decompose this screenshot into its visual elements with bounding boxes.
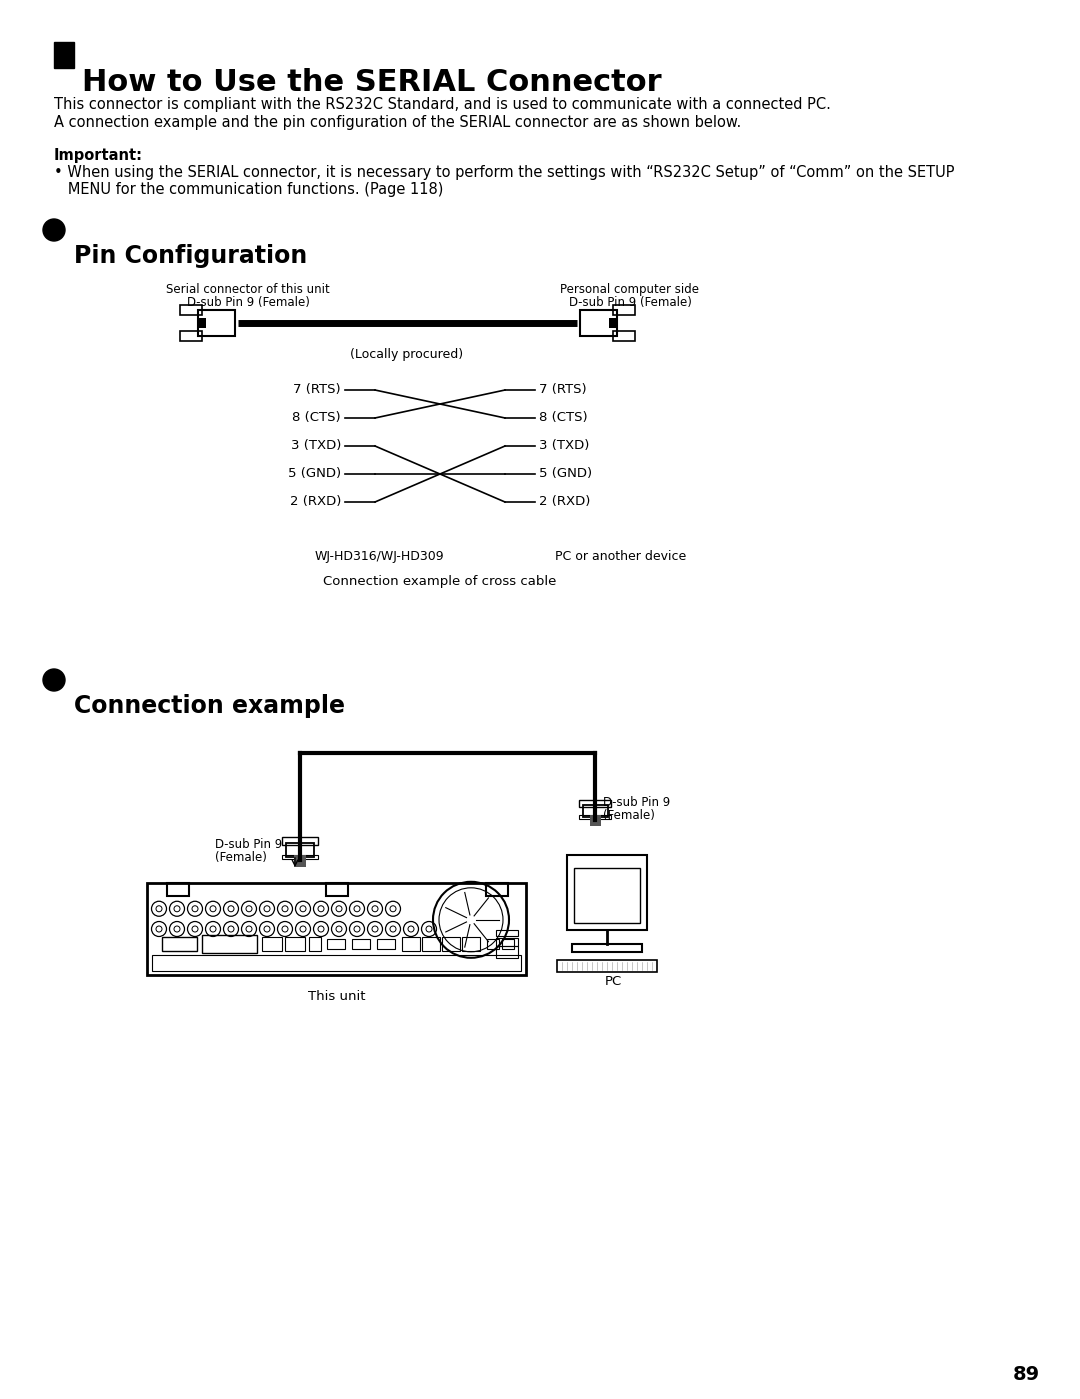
Bar — [613, 332, 635, 341]
Text: PC or another device: PC or another device — [555, 550, 686, 562]
Text: Connection example: Connection example — [75, 694, 345, 718]
Text: • When using the SERIAL connector, it is necessary to perform the settings with : • When using the SERIAL connector, it is… — [54, 165, 955, 180]
Text: Personal computer side: Personal computer side — [561, 283, 700, 297]
Bar — [502, 939, 514, 949]
Bar — [442, 937, 460, 951]
Text: A connection example and the pin configuration of the SERIAL connector are as sh: A connection example and the pin configu… — [54, 115, 741, 130]
Text: D-sub Pin 9: D-sub Pin 9 — [603, 796, 671, 809]
Text: (Female): (Female) — [603, 809, 654, 823]
Text: 8 (CTS): 8 (CTS) — [539, 411, 588, 424]
Text: D-sub Pin 9 (Female): D-sub Pin 9 (Female) — [568, 297, 691, 309]
Bar — [162, 937, 197, 951]
Text: 3 (TXD): 3 (TXD) — [291, 439, 341, 452]
Bar — [609, 318, 617, 327]
Bar — [573, 867, 640, 923]
Bar — [583, 804, 608, 817]
Bar — [202, 935, 257, 953]
Bar — [590, 816, 600, 825]
Bar — [496, 937, 518, 946]
Text: This unit: This unit — [308, 990, 366, 1003]
Text: 8 (CTS): 8 (CTS) — [293, 411, 341, 424]
Text: Serial connector of this unit: Serial connector of this unit — [166, 283, 329, 297]
Text: Important:: Important: — [54, 148, 143, 164]
Text: 2 (RXD): 2 (RXD) — [539, 495, 591, 508]
Bar — [326, 883, 348, 895]
Bar — [282, 855, 318, 859]
Bar — [309, 937, 321, 951]
Text: 5 (GND): 5 (GND) — [539, 467, 592, 480]
Text: 2 (RXD): 2 (RXD) — [289, 495, 341, 508]
Bar — [180, 305, 202, 315]
Text: This connector is compliant with the RS232C Standard, and is used to communicate: This connector is compliant with the RS2… — [54, 97, 831, 112]
Bar — [567, 855, 647, 930]
Bar — [462, 937, 480, 951]
Bar — [496, 947, 518, 958]
Bar — [285, 937, 305, 951]
Text: (Locally procured): (Locally procured) — [350, 348, 463, 361]
Text: 5 (GND): 5 (GND) — [288, 467, 341, 480]
Bar — [613, 305, 635, 315]
Text: D-sub Pin 9: D-sub Pin 9 — [215, 838, 282, 851]
Circle shape — [43, 220, 65, 241]
Bar — [198, 318, 206, 327]
Bar — [402, 937, 420, 951]
Bar — [286, 844, 314, 858]
Bar — [262, 937, 282, 951]
Bar — [487, 939, 499, 949]
Bar — [377, 939, 395, 949]
Text: 3 (TXD): 3 (TXD) — [539, 439, 590, 452]
Bar — [352, 939, 370, 949]
Bar — [327, 939, 345, 949]
Text: How to Use the SERIAL Connector: How to Use the SERIAL Connector — [82, 69, 662, 97]
Bar — [579, 816, 611, 818]
Bar — [180, 332, 202, 341]
Text: D-sub Pin 9 (Female): D-sub Pin 9 (Female) — [187, 297, 310, 309]
Text: WJ-HD316/WJ-HD309: WJ-HD316/WJ-HD309 — [315, 550, 445, 562]
Text: PC: PC — [605, 975, 622, 988]
Text: Pin Configuration: Pin Configuration — [75, 243, 307, 269]
Text: 89: 89 — [1013, 1365, 1040, 1384]
Bar — [422, 937, 440, 951]
Bar — [486, 883, 508, 895]
Bar — [294, 855, 306, 867]
Bar — [167, 883, 189, 895]
Bar — [496, 930, 518, 936]
Text: (Female): (Female) — [215, 851, 267, 865]
Bar — [282, 837, 318, 845]
Bar — [579, 800, 611, 807]
Bar — [152, 954, 521, 971]
Text: 7 (RTS): 7 (RTS) — [539, 383, 586, 396]
Text: 7 (RTS): 7 (RTS) — [294, 383, 341, 396]
Bar — [557, 960, 657, 972]
Text: Connection example of cross cable: Connection example of cross cable — [323, 575, 556, 588]
Circle shape — [43, 669, 65, 691]
Bar — [147, 883, 526, 975]
Bar — [572, 944, 642, 951]
Bar — [54, 42, 75, 69]
Text: MENU for the communication functions. (Page 118): MENU for the communication functions. (P… — [54, 182, 444, 197]
